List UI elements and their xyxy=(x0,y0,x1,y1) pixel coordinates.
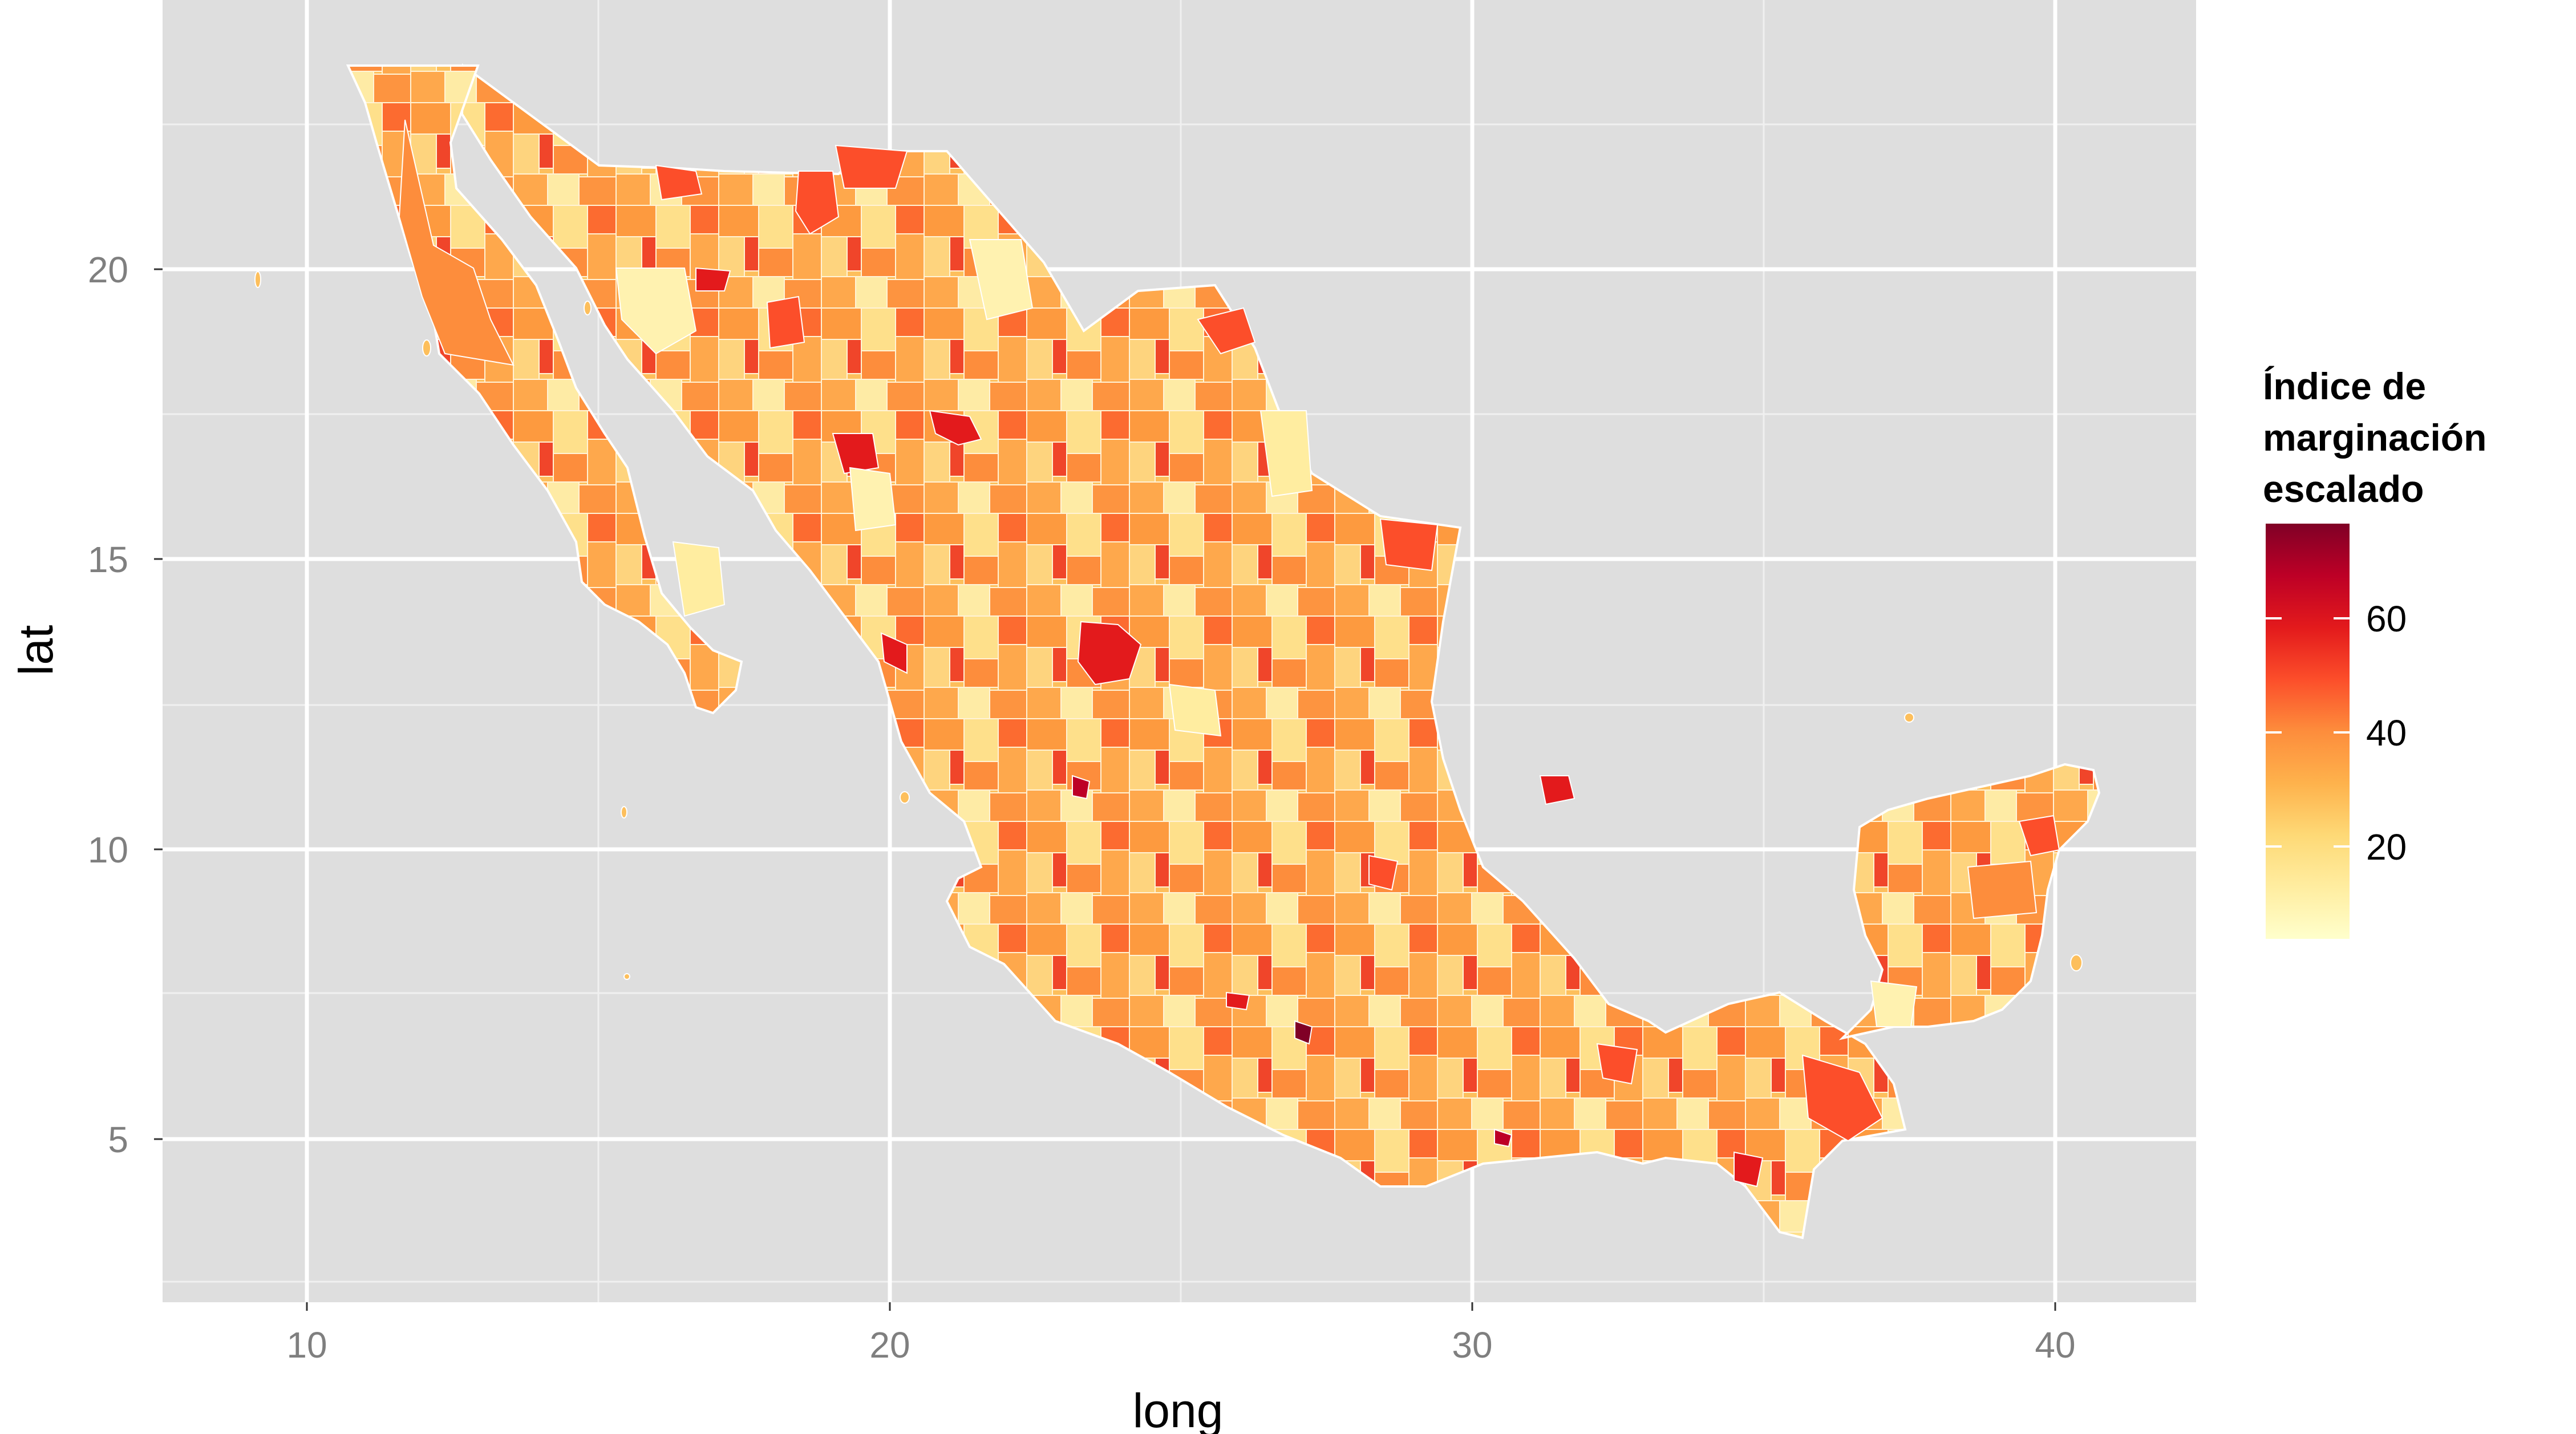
low-index-municipalities xyxy=(615,239,1918,1027)
mainland-mexico xyxy=(460,63,1907,1239)
islands xyxy=(254,271,2083,980)
y-tick-label: 10 xyxy=(88,829,128,870)
axis-ticks xyxy=(154,268,2056,1311)
baja-california xyxy=(346,64,743,715)
x-tick-label: 40 xyxy=(2035,1324,2075,1366)
x-tick-label: 30 xyxy=(1452,1324,1492,1366)
high-index-municipalities xyxy=(398,119,2060,1188)
legend: Índice de marginación escalado 20 40 60 xyxy=(2263,365,2486,939)
x-axis-title: long xyxy=(1133,1384,1224,1434)
legend-title-line-1: Índice de xyxy=(2263,365,2426,407)
municipality-map xyxy=(254,63,2101,1239)
y-tick-label: 5 xyxy=(108,1119,128,1160)
legend-label: 60 xyxy=(2366,598,2407,639)
y-axis-title: lat xyxy=(9,625,63,676)
legend-ticks xyxy=(2266,617,2350,848)
legend-title-line-2: marginación xyxy=(2263,416,2486,459)
x-tick-label: 20 xyxy=(869,1324,910,1366)
legend-label: 20 xyxy=(2366,827,2407,868)
x-tick-label: 10 xyxy=(286,1324,327,1366)
legend-title-line-3: escalado xyxy=(2263,468,2424,510)
y-tick-label: 15 xyxy=(88,539,128,580)
legend-label: 40 xyxy=(2366,712,2407,754)
y-tick-label: 20 xyxy=(88,249,128,290)
